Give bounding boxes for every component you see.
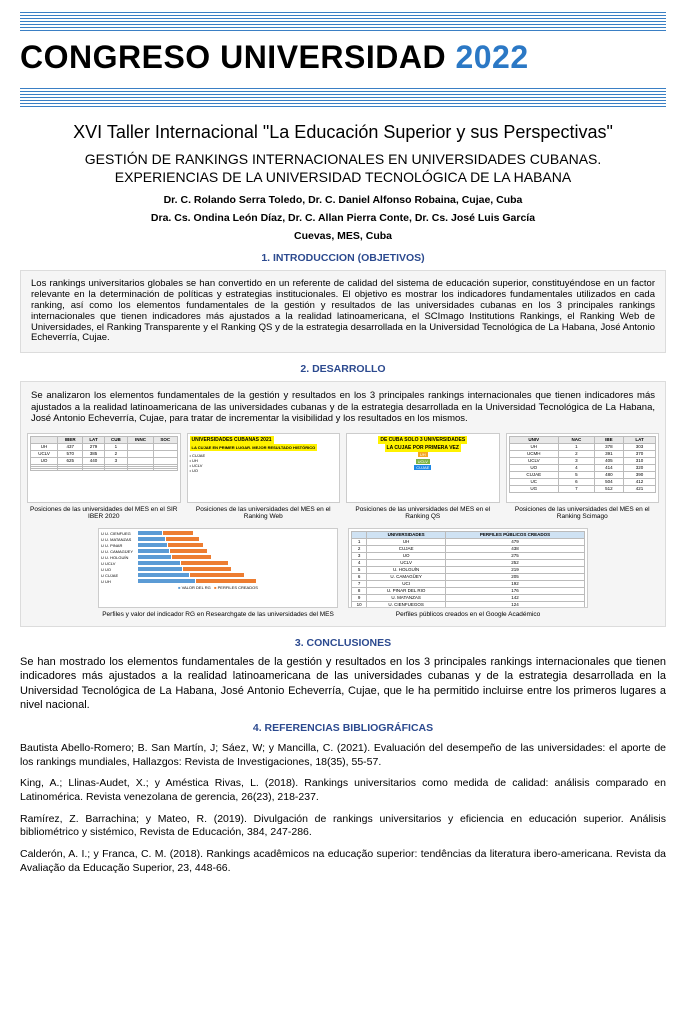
section-intro-heading: 1. INTRODUCCION (OBJETIVOS) bbox=[20, 252, 666, 264]
intro-box: Los rankings universitarios globales se … bbox=[20, 270, 666, 354]
fig-researchgate: U U. CIENFUEGU U. MATANZASU U. PINARU U.… bbox=[98, 528, 338, 618]
poster-page: CONGRESO UNIVERSIDAD 2022 XVI Taller Int… bbox=[0, 12, 686, 903]
reference-item: Bautista Abello-Romero; B. San Martín, J… bbox=[20, 742, 666, 769]
dev-box: Se analizaron los elementos fundamentale… bbox=[20, 381, 666, 627]
section-concl-heading: 3. CONCLUSIONES bbox=[20, 637, 666, 649]
dev-text: Se analizaron los elementos fundamentale… bbox=[27, 390, 659, 424]
paper-title: GESTIÓN DE RANKINGS INTERNACIONALES EN U… bbox=[50, 150, 636, 186]
authors-line-3: Cuevas, MES, Cuba bbox=[20, 230, 666, 242]
authors-line-2: Dra. Cs. Ondina León Díaz, Dr. C. Allan … bbox=[20, 212, 666, 224]
figure-row-1: IBERLATCUBINNCSOCUH4372791UCLV5703852UO6… bbox=[27, 433, 659, 520]
reference-item: King, A.; Llinas-Audet, X.; y Améstica R… bbox=[20, 777, 666, 804]
fig-cap: Posiciones de las universidades del MES … bbox=[346, 506, 500, 520]
fig-ranking-qs: DE CUBA SOLO 3 UNIVERSIDADESLA CUJAE POR… bbox=[346, 433, 500, 520]
fig-ranking-web: UNIVERSIDADES CUBANAS 2021LA CUJAE EN PR… bbox=[187, 433, 341, 520]
fig-cap: Perfiles y valor del indicador RG en Res… bbox=[102, 611, 334, 618]
fig-cap: Perfiles públicos creados en el Google A… bbox=[396, 611, 541, 618]
fig-cap: Posiciones de las universidades del MES … bbox=[27, 506, 181, 520]
reference-item: Ramírez, Z. Barrachina; y Mateo, R. (201… bbox=[20, 813, 666, 840]
section-refs-heading: 4. REFERENCIAS BIBLIOGRÁFICAS bbox=[20, 722, 666, 734]
title-prefix: CONGRESO UNIVERSIDAD bbox=[20, 39, 455, 75]
authors-line-1: Dr. C. Rolando Serra Toledo, Dr. C. Dani… bbox=[20, 194, 666, 206]
congress-title: CONGRESO UNIVERSIDAD 2022 bbox=[20, 39, 666, 76]
fig-cap: Posiciones de las universidades del MES … bbox=[187, 506, 341, 520]
fig-sir-iber: IBERLATCUBINNCSOCUH4372791UCLV5703852UO6… bbox=[27, 433, 181, 520]
reference-item: Calderón, A. I.; y Franca, C. M. (2018).… bbox=[20, 848, 666, 875]
top-rules bbox=[20, 12, 666, 31]
title-year: 2022 bbox=[455, 39, 528, 75]
intro-text: Los rankings universitarios globales se … bbox=[31, 278, 655, 344]
references-block: Bautista Abello-Romero; B. San Martín, J… bbox=[20, 742, 666, 875]
fig-cap: Posiciones de las universidades del MES … bbox=[506, 506, 660, 520]
mid-rules bbox=[20, 88, 666, 107]
section-dev-heading: 2. DESARROLLO bbox=[20, 363, 666, 375]
conclusions-text: Se han mostrado los elementos fundamenta… bbox=[20, 655, 666, 712]
workshop-title: XVI Taller Internacional "La Educación S… bbox=[50, 121, 636, 144]
figure-row-2: U U. CIENFUEGU U. MATANZASU U. PINARU U.… bbox=[27, 528, 659, 618]
fig-google-scholar: UNIVERSIDADESPERFILES PÚBLICOS CREADOS1U… bbox=[348, 528, 588, 618]
fig-ranking-scimago: UNIVNACIBELATUH1378303UCMH2391370UCLV340… bbox=[506, 433, 660, 520]
